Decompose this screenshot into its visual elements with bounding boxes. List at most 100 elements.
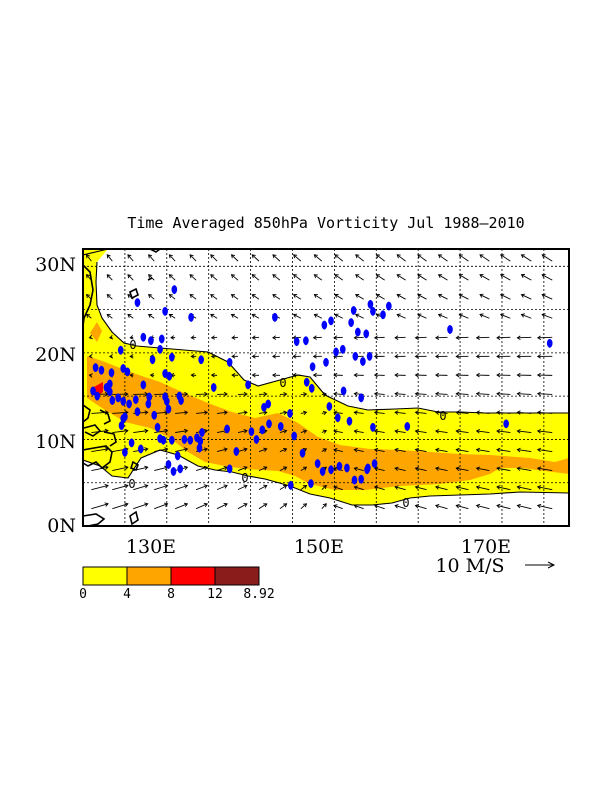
wind-vector-shaft — [112, 466, 128, 472]
wind-vector-head — [475, 354, 480, 359]
wind-vector-shaft — [417, 314, 427, 319]
wind-vector-shaft — [479, 274, 490, 281]
storm-marker — [157, 344, 163, 354]
wind-vector — [475, 429, 490, 434]
wind-vector — [394, 447, 406, 453]
wind-vector-shaft — [355, 254, 364, 262]
wind-vector-shaft — [148, 254, 155, 262]
wind-vector-head — [394, 354, 399, 359]
wind-vector-head — [251, 354, 256, 359]
wind-vector-shaft — [313, 336, 322, 339]
wind-vector-head — [203, 502, 209, 507]
wind-vector-shaft — [496, 449, 511, 453]
wind-vector-shaft — [252, 336, 260, 339]
wind-vector-shaft — [496, 467, 511, 472]
wind-vector-head — [210, 274, 215, 279]
wind-vector-head — [231, 372, 236, 378]
wind-vector — [230, 294, 239, 300]
wind-vector-head — [334, 313, 339, 318]
wind-vector — [455, 447, 469, 453]
wind-vector — [112, 484, 129, 491]
wind-vector — [375, 274, 385, 281]
storm-marker — [351, 475, 358, 485]
wind-vector — [373, 504, 385, 510]
wind-vector-shaft — [415, 336, 427, 339]
wind-vector-shaft — [456, 411, 469, 414]
wind-vector — [127, 294, 134, 300]
wind-vector-shaft — [106, 274, 113, 281]
wind-vector-shaft — [354, 467, 364, 472]
wind-vector-head — [520, 254, 525, 259]
wind-vector-shaft — [435, 467, 448, 472]
wind-vector-shaft — [476, 411, 490, 414]
wind-vector-head — [414, 429, 419, 434]
wind-vector — [133, 502, 149, 510]
wind-vector-shaft — [314, 274, 323, 281]
wind-vector — [133, 484, 149, 491]
wind-vector-shaft — [175, 430, 188, 433]
storm-marker — [170, 466, 177, 476]
wind-vector-head — [127, 294, 132, 299]
wind-vector-shaft — [154, 430, 168, 433]
wind-vector-head — [333, 391, 338, 397]
wind-vector — [333, 410, 343, 415]
wind-vector — [536, 335, 553, 340]
wind-vector-head — [394, 466, 399, 472]
wind-vector-shaft — [334, 274, 344, 281]
wind-vector-head — [210, 372, 215, 378]
wind-vector-shaft — [435, 486, 448, 491]
wind-vector-shaft — [496, 336, 511, 339]
wind-vector-shaft — [376, 254, 385, 262]
wind-vector — [148, 274, 155, 281]
wind-vector-head — [230, 274, 236, 279]
wind-vector — [210, 274, 218, 281]
wind-vector-head — [375, 313, 381, 318]
wind-vector — [196, 391, 209, 397]
wind-vector — [272, 354, 280, 359]
wind-vector — [516, 485, 532, 491]
wind-vector-head — [475, 429, 480, 434]
wind-vector — [258, 391, 268, 397]
wind-vector-shaft — [500, 254, 511, 262]
wind-vector — [373, 447, 385, 453]
wind-vector-head — [435, 372, 440, 378]
wind-vector-shaft — [521, 274, 532, 281]
wind-vector — [541, 274, 553, 281]
wind-vector — [231, 372, 239, 378]
wind-vector — [168, 294, 176, 300]
storm-marker — [328, 316, 334, 326]
wind-vector-shaft — [500, 294, 511, 300]
wind-vector-head — [106, 254, 111, 259]
wind-vector-head — [272, 274, 277, 279]
wind-vector-head — [190, 354, 195, 359]
storm-marker — [138, 444, 144, 454]
wind-vector-shaft — [456, 486, 469, 491]
wind-vector-head — [496, 447, 501, 453]
wind-vector-shaft — [133, 430, 148, 433]
wind-vector — [210, 254, 218, 262]
wind-vector — [355, 313, 364, 319]
wind-vector-head — [520, 293, 525, 298]
wind-vector-shaft — [300, 485, 307, 491]
storm-marker — [118, 421, 125, 431]
wind-vector — [455, 503, 469, 510]
wind-vector-head — [496, 354, 501, 359]
wind-vector-shaft — [154, 466, 168, 472]
wind-vector — [333, 429, 343, 434]
wind-vector-head — [437, 293, 443, 298]
wind-vector-head — [373, 335, 379, 340]
wind-vector-shaft — [237, 485, 248, 491]
wind-vector — [455, 466, 469, 472]
wind-vector-head — [283, 391, 288, 397]
storm-marker — [352, 351, 359, 361]
wind-vector-head — [333, 410, 338, 415]
y-tick-label-10n: 10N — [35, 431, 76, 453]
wind-vector-shaft — [195, 485, 208, 491]
wind-vector-shaft — [354, 486, 364, 491]
plot-area: 0 0 0 0 0 0 — [83, 249, 569, 526]
contour-label: 0 — [241, 471, 248, 485]
wind-vector — [355, 293, 364, 300]
wind-vector-shaft — [258, 448, 267, 452]
wind-vector — [353, 466, 364, 472]
wind-vector — [175, 447, 189, 452]
